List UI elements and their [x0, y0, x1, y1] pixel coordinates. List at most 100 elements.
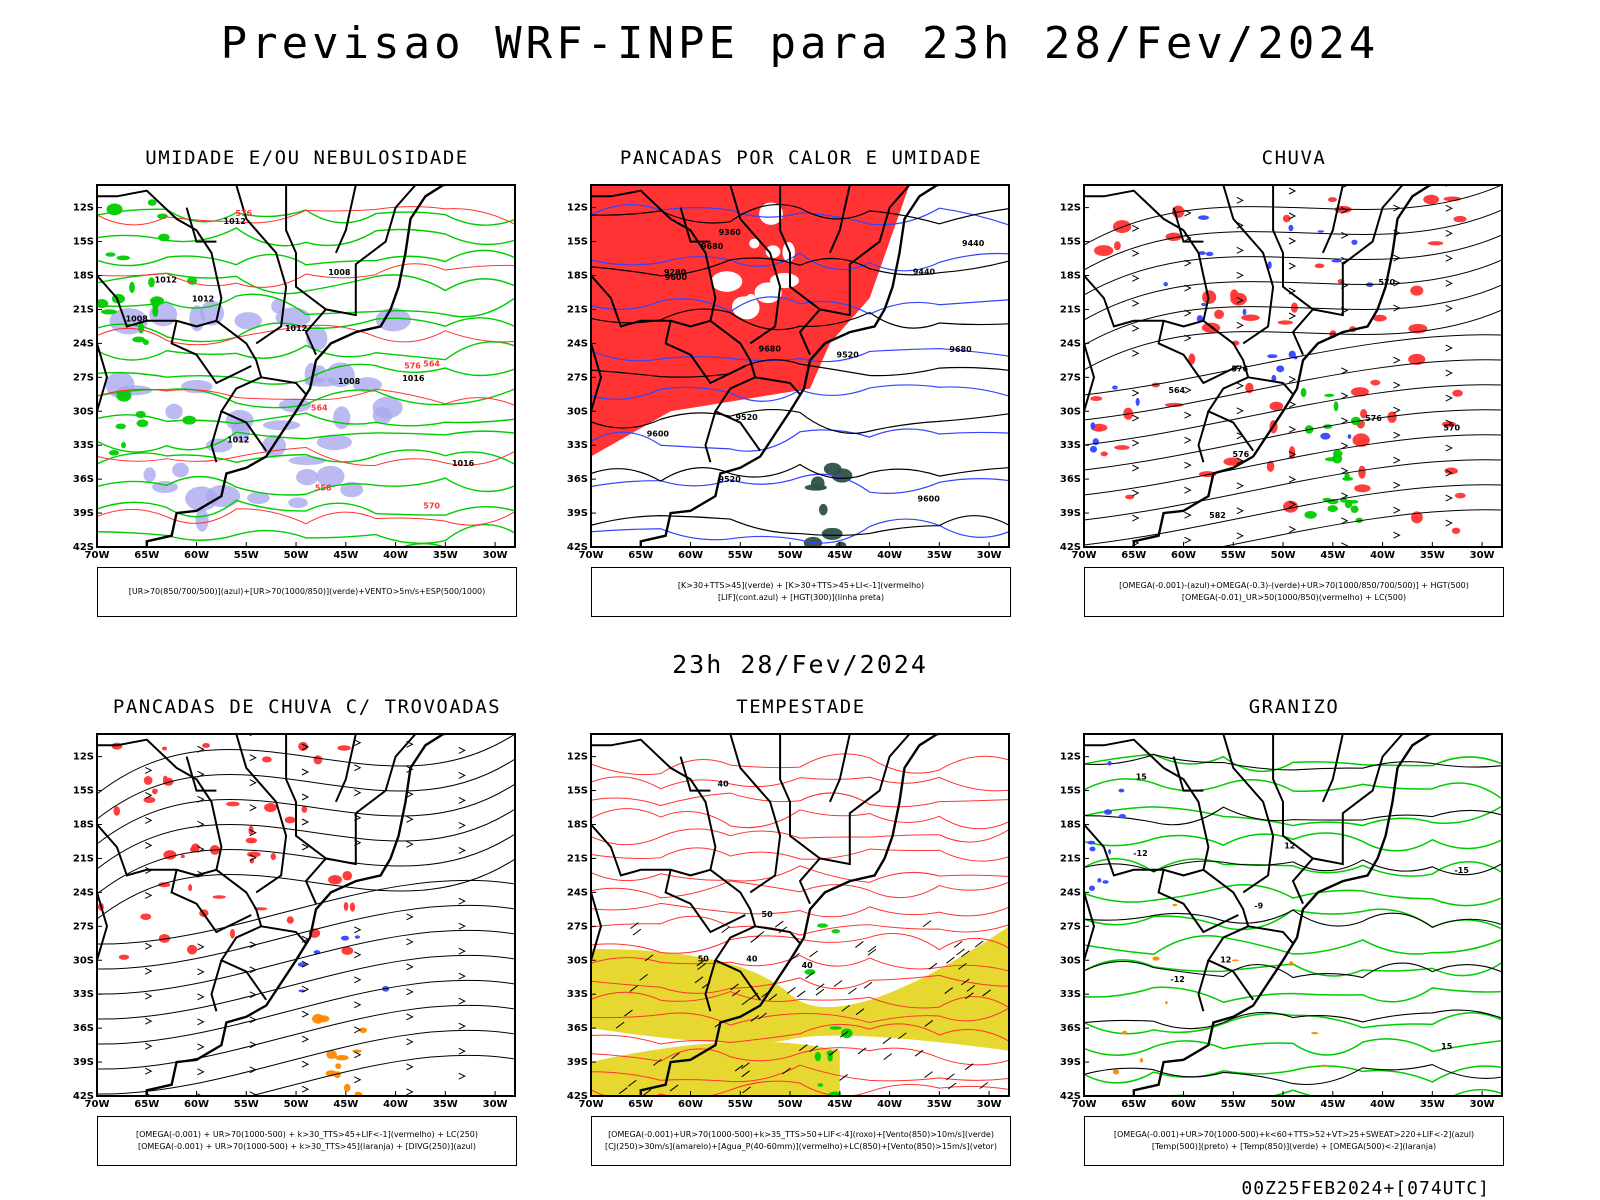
lat-tick-label: 33S: [1060, 989, 1081, 1000]
lat-tick-label: 27S: [1060, 921, 1081, 932]
lon-tick-label: 35W: [1420, 1099, 1445, 1110]
lat-tick-label: 21S: [1060, 304, 1081, 315]
lon-tick-label: 45W: [333, 550, 358, 561]
lon-tick-label: 60W: [1171, 1099, 1196, 1110]
contour-label: 9680: [759, 344, 782, 353]
lat-tick-label: 12S: [567, 752, 588, 763]
lat-tick-label: 30S: [1060, 955, 1081, 966]
panel-pancadas-calor: PANCADAS POR CALOR E UMIDADE 9680 9680 968…: [567, 147, 1011, 620]
lat-tick-label: 36S: [567, 474, 588, 485]
lat-tick-label: 36S: [73, 1023, 94, 1034]
contour-label: 576: [1365, 414, 1382, 423]
lat-tick-label: 21S: [567, 853, 588, 864]
contour-label: 576: [1233, 450, 1250, 459]
contour-label: 9360: [719, 228, 742, 237]
lat-tick-label: 12S: [73, 203, 94, 214]
lat-tick-label: 21S: [73, 304, 94, 315]
contour-label: 9280: [664, 268, 687, 277]
map-layers: [97, 734, 515, 1096]
lon-tick-label: 55W: [234, 1099, 259, 1110]
lon-tick-label: 40W: [383, 1099, 408, 1110]
lon-tick-label: 50W: [778, 1099, 803, 1110]
lon-tick-label: 35W: [927, 550, 952, 561]
legend-line: [OMEGA(-0.001) + UR>70(1000-500) + k>30_…: [137, 1142, 477, 1151]
contour-label: 570: [1443, 424, 1460, 433]
lon-tick-label: 70W: [1072, 1099, 1097, 1110]
contour-label: 1016: [452, 459, 475, 468]
lat-tick-label: 30S: [567, 406, 588, 417]
lat-tick-label: 30S: [567, 955, 588, 966]
contour-label: 9520: [735, 413, 758, 422]
lon-tick-label: 65W: [628, 1099, 653, 1110]
contour-label: 9600: [665, 273, 688, 282]
lon-tick-label: 70W: [579, 1099, 604, 1110]
lat-tick-label: 18S: [1060, 271, 1081, 282]
legend-box: [UR>70(850/700/500)](azul)+[UR>70(1000/8…: [97, 567, 517, 617]
lon-tick-label: 70W: [579, 550, 604, 561]
contour-label: 40: [802, 961, 814, 970]
contour-label: 12: [1284, 842, 1295, 851]
lat-tick-label: 39S: [73, 508, 94, 519]
panel-title: PANCADAS POR CALOR E UMIDADE: [619, 147, 983, 169]
lat-tick-label: 42S: [567, 542, 588, 553]
contour-label: 9600: [918, 494, 941, 503]
contour-label: 9440: [913, 268, 936, 277]
panel-title: TEMPESTADE: [736, 696, 866, 718]
lon-tick-label: 35W: [433, 1099, 458, 1110]
lon-tick-label: 30W: [977, 550, 1002, 561]
lat-tick-label: 15S: [73, 786, 94, 797]
contour-label: 576: [404, 361, 421, 370]
lat-tick-label: 27S: [567, 372, 588, 383]
lat-tick-label: 21S: [73, 853, 94, 864]
lon-tick-label: 55W: [728, 550, 753, 561]
lat-tick-label: 36S: [567, 1023, 588, 1034]
contour-label: 9680: [701, 242, 724, 251]
contour-label: -12: [1133, 849, 1147, 858]
lon-tick-label: 55W: [234, 550, 259, 561]
lon-tick-label: 65W: [628, 550, 653, 561]
legend-line: [LIF](cont.azul) + [HGT(300)](linha pret…: [717, 593, 885, 602]
lon-tick-label: 30W: [977, 1099, 1002, 1110]
panel-title: PANCADAS DE CHUVA C/ TROVOADAS: [112, 696, 502, 718]
run-timestamp: 00Z25FEB2024+[074UTC]: [1241, 1178, 1490, 1199]
lon-tick-label: 45W: [1320, 1099, 1345, 1110]
contour-label: 1012: [285, 324, 307, 333]
lat-tick-label: 24S: [1060, 338, 1081, 349]
lat-tick-label: 30S: [1060, 406, 1081, 417]
contour-label: 1016: [402, 374, 425, 383]
panel-title: CHUVA: [1261, 147, 1327, 169]
lat-tick-label: 15S: [73, 237, 94, 248]
lon-tick-label: 60W: [1171, 550, 1196, 561]
contour-label: 1012: [155, 276, 177, 285]
lon-tick-label: 50W: [284, 550, 309, 561]
legend-line: [OMEGA(-0.001)+UR>70(1000-500)+k>35_TTS>…: [608, 1130, 994, 1139]
lat-tick-label: 15S: [1060, 786, 1081, 797]
map-frame: [96, 184, 516, 548]
lat-tick-label: 18S: [73, 820, 94, 831]
contour-label: 564: [423, 359, 440, 368]
map-frame: [1083, 733, 1503, 1097]
lat-tick-label: 24S: [73, 887, 94, 898]
lat-tick-label: 18S: [1060, 820, 1081, 831]
lon-tick-label: 60W: [678, 1099, 703, 1110]
contour-label: 9440: [962, 239, 985, 248]
lon-tick-label: 30W: [1470, 550, 1495, 561]
panel-granizo: GRANIZO -9 -12 -12 -15 12 12 15 15 12S 15S 18S 21S 2…: [1060, 696, 1504, 1169]
lon-tick-label: 70W: [85, 1099, 110, 1110]
map-layers: 9680 9680 9680 9600 9600 9600 9520 9520 9520 9440…: [591, 185, 1009, 547]
lon-tick-label: 45W: [333, 1099, 358, 1110]
lon-tick-label: 70W: [85, 550, 110, 561]
lat-tick-label: 12S: [1060, 752, 1081, 763]
lat-tick-label: 12S: [567, 203, 588, 214]
lon-tick-label: 50W: [778, 550, 803, 561]
contour-label: -15: [1454, 866, 1469, 875]
lon-tick-label: 65W: [134, 1099, 159, 1110]
lat-tick-label: 39S: [567, 1057, 588, 1068]
lat-tick-label: 39S: [1060, 508, 1081, 519]
lon-tick-label: 30W: [483, 1099, 508, 1110]
lat-tick-label: 24S: [567, 887, 588, 898]
lon-tick-label: 50W: [284, 1099, 309, 1110]
lon-tick-label: 35W: [1420, 550, 1445, 561]
panel-chuva: CHUVA 582 576 576 576 570 570 564 12S 15S 18S 21S 2…: [1060, 147, 1504, 620]
